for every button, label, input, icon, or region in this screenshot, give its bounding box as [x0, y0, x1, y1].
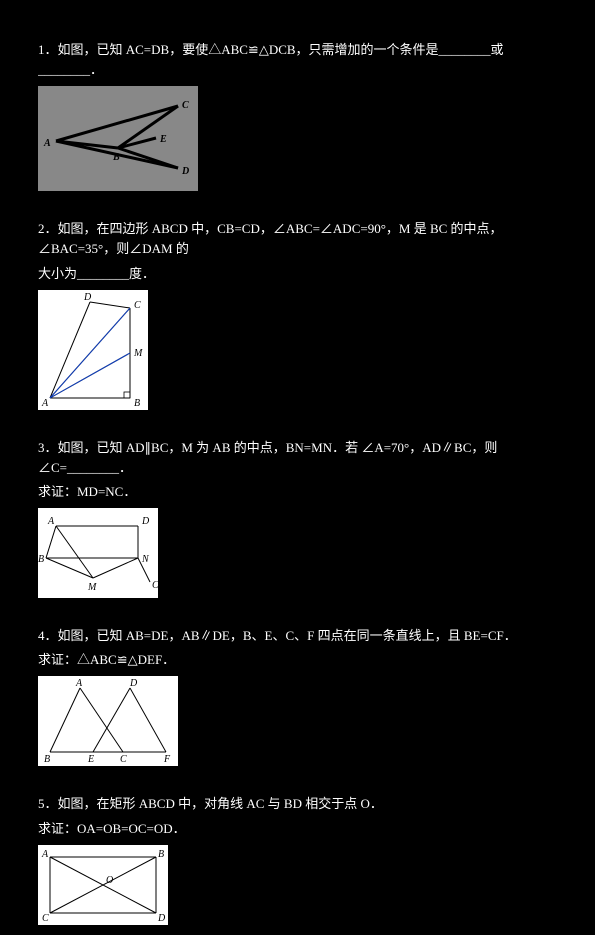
problem-2-figure: A B C D M	[38, 290, 148, 410]
problem-3-figure: A D B M N C	[38, 508, 158, 598]
svg-text:C: C	[120, 754, 127, 765]
problem-3: 3．如图，已知 AD∥BC，M 为 AB 的中点，BN=MN．若 ∠A=70°，…	[38, 438, 557, 608]
svg-text:A: A	[41, 398, 49, 409]
problem-4-text-1: 4．如图，已知 AB=DE，AB∥DE，B、E、C、F 四点在同一条直线上，且 …	[38, 626, 557, 646]
svg-text:A: A	[43, 138, 51, 149]
problem-1-text: 1．如图，已知 AC=DB，要使△ABC≌△DCB，只需增加的一个条件是____…	[38, 40, 557, 80]
problem-4-text-2: 求证：△ABC≌△DEF．	[38, 650, 557, 670]
svg-text:A: A	[47, 516, 55, 527]
problem-2-text-2: 大小为________度．	[38, 264, 557, 284]
svg-text:N: N	[141, 554, 150, 565]
svg-text:C: C	[152, 580, 158, 591]
svg-text:D: D	[157, 913, 166, 924]
svg-text:E: E	[87, 754, 94, 765]
svg-text:D: D	[129, 678, 138, 689]
svg-text:C: C	[134, 300, 141, 311]
svg-text:A: A	[41, 849, 49, 860]
problem-5: 5．如图，在矩形 ABCD 中，对角线 AC 与 BD 相交于点 O． 求证：O…	[38, 794, 557, 934]
problem-2: 2．如图，在四边形 ABCD 中，CB=CD，∠ABC=∠ADC=90°，M 是…	[38, 219, 557, 419]
svg-text:C: C	[182, 100, 189, 111]
svg-text:D: D	[181, 166, 189, 177]
problem-2-text-1: 2．如图，在四边形 ABCD 中，CB=CD，∠ABC=∠ADC=90°，M 是…	[38, 219, 557, 259]
problem-3-text-1: 3．如图，已知 AD∥BC，M 为 AB 的中点，BN=MN．若 ∠A=70°，…	[38, 438, 557, 478]
problem-5-text-1: 5．如图，在矩形 ABCD 中，对角线 AC 与 BD 相交于点 O．	[38, 794, 557, 814]
problem-1-figure: A B C D E	[38, 86, 198, 191]
problem-1: 1．如图，已知 AC=DB，要使△ABC≌△DCB，只需增加的一个条件是____…	[38, 40, 557, 201]
problem-4: 4．如图，已知 AB=DE，AB∥DE，B、E、C、F 四点在同一条直线上，且 …	[38, 626, 557, 776]
page: 1．如图，已知 AC=DB，要使△ABC≌△DCB，只需增加的一个条件是____…	[0, 0, 595, 842]
svg-text:B: B	[134, 398, 140, 409]
svg-text:F: F	[163, 754, 171, 765]
problem-4-figure: A D B E C F	[38, 676, 178, 766]
problem-3-text-2: 求证：MD=NC．	[38, 482, 557, 502]
svg-text:M: M	[133, 348, 143, 359]
svg-text:B: B	[38, 554, 44, 565]
svg-text:B: B	[158, 849, 164, 860]
svg-text:O: O	[106, 875, 113, 886]
svg-text:M: M	[87, 582, 97, 593]
svg-text:C: C	[42, 913, 49, 924]
problem-5-figure: A B C D O	[38, 845, 168, 925]
svg-text:B: B	[112, 152, 120, 163]
svg-text:B: B	[44, 754, 50, 765]
svg-text:D: D	[141, 516, 150, 527]
svg-text:D: D	[83, 292, 92, 303]
svg-text:E: E	[159, 134, 167, 145]
svg-text:A: A	[75, 678, 83, 689]
problem-5-text-2: 求证：OA=OB=OC=OD．	[38, 819, 557, 839]
